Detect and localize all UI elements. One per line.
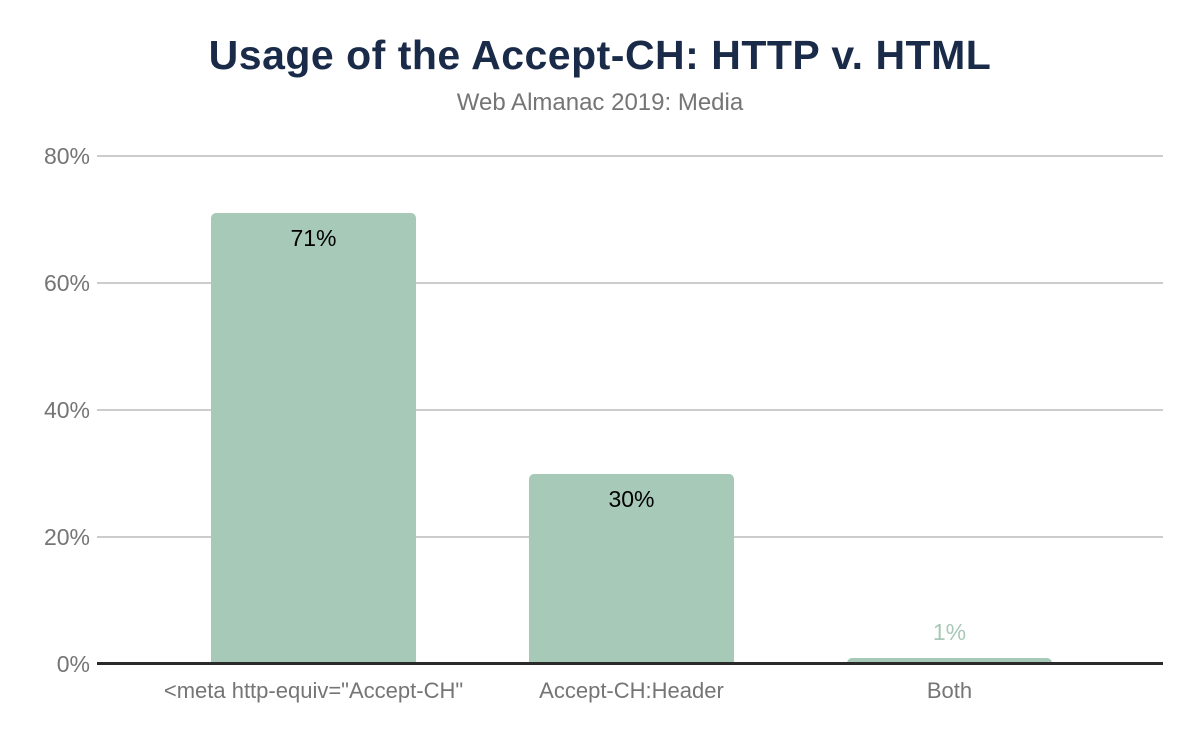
bar[interactable] — [211, 213, 416, 664]
x-category-label: <meta http-equiv="Accept-CH" — [163, 678, 464, 703]
chart-subtitle: Web Almanac 2019: Media — [456, 89, 744, 116]
bar[interactable] — [847, 657, 1052, 664]
y-tick-label: 60% — [43, 270, 90, 296]
gridline — [97, 155, 1163, 157]
gridline — [97, 409, 1163, 411]
y-tick-label: 20% — [43, 524, 90, 550]
x-axis-baseline — [97, 662, 1163, 665]
chart-title: Usage of the Accept-CH: HTTP v. HTML — [208, 32, 992, 78]
y-tick-label: 40% — [43, 397, 90, 423]
x-category-label: Both — [926, 678, 973, 703]
bar-value-label: 30% — [608, 485, 655, 512]
bar-value-label: 71% — [290, 225, 337, 252]
y-tick-label: 80% — [43, 143, 90, 169]
plot-area: 71% 30% 1% — [97, 155, 1163, 665]
gridline — [97, 282, 1163, 284]
bar[interactable] — [529, 473, 734, 664]
y-tick-label: 0% — [56, 651, 90, 677]
x-category-label: Accept-CH:Header — [539, 678, 724, 703]
bar-value-label: 1% — [932, 618, 967, 645]
